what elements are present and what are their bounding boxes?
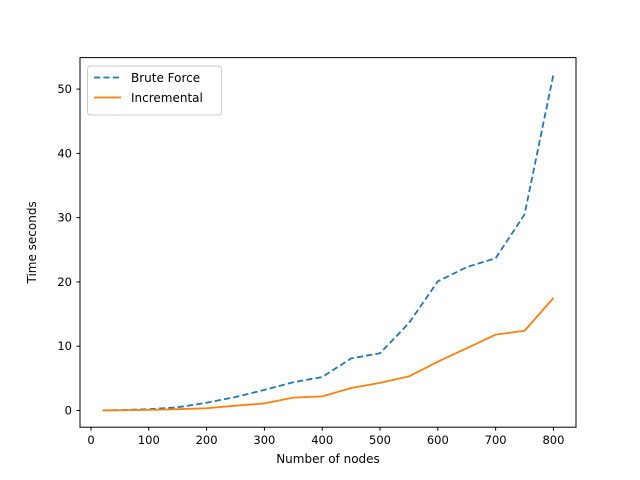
plot-area: 0 100 200 300 400 500 600 700 800 0 10 20 30 40 50 <box>57 57 577 447</box>
series-line-incremental <box>102 297 555 412</box>
axes-frame <box>79 57 577 428</box>
x-tick-label: 300 <box>253 433 275 447</box>
x-tick-label: 0 <box>87 433 94 447</box>
legend-label-brute-force: Brute Force <box>131 71 200 85</box>
x-tick-label: 600 <box>427 433 449 447</box>
legend: Brute Force Incremental <box>87 65 222 116</box>
y-tick-label: 0 <box>65 403 72 417</box>
series-line-brute-force <box>102 74 555 412</box>
y-axis-title: Time seconds <box>25 201 39 284</box>
y-tick-label: 30 <box>57 211 72 225</box>
y-tick-label: 40 <box>57 146 72 160</box>
x-tick-label: 800 <box>542 433 564 447</box>
y-tick-label: 50 <box>57 82 72 96</box>
y-tick-label: 10 <box>57 339 72 353</box>
legend-frame <box>87 65 222 116</box>
x-tick-label: 700 <box>485 433 507 447</box>
y-tick-label: 20 <box>57 275 72 289</box>
x-axis-title: Number of nodes <box>276 452 380 466</box>
x-tick-label: 100 <box>138 433 160 447</box>
x-tick-label: 500 <box>369 433 391 447</box>
x-tick-label: 400 <box>311 433 333 447</box>
x-tick-label: 200 <box>196 433 218 447</box>
legend-label-incremental: Incremental <box>131 91 203 105</box>
